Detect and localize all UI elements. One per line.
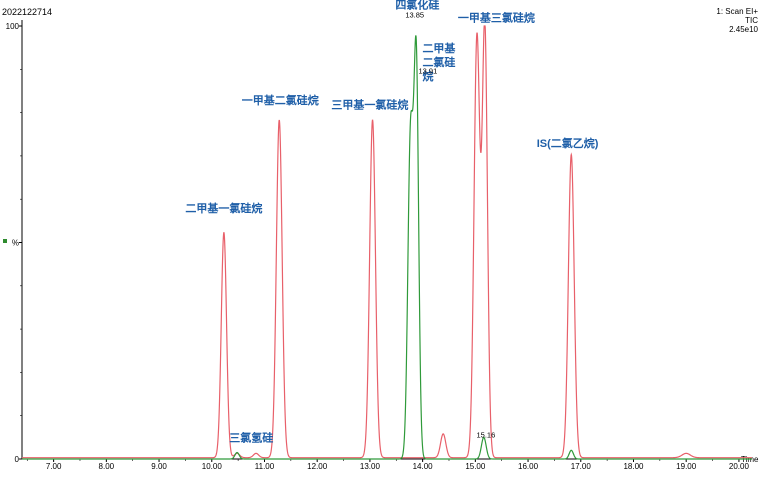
retention-time-label: 15.16	[476, 430, 495, 439]
x-tick-label: 9.00	[151, 462, 167, 471]
peak-label: 四氯化硅	[395, 0, 439, 12]
x-tick-label: 19.00	[676, 462, 697, 471]
x-tick-label: 8.00	[99, 462, 115, 471]
x-tick-label: 17.00	[571, 462, 592, 471]
legend-marker	[3, 239, 7, 243]
peak-label-stacked-line: 烷	[422, 69, 433, 83]
traces	[22, 25, 752, 460]
x-tick-label: 7.00	[46, 462, 62, 471]
series-line-2	[22, 35, 752, 460]
x-tick-label: 13.00	[360, 462, 381, 471]
scan-mode: 1: Scan EI+	[716, 7, 758, 16]
y-tick-label: 100	[6, 22, 20, 31]
x-tick-label: 12.00	[307, 462, 328, 471]
peak-label: 三甲基一氯硅烷	[331, 97, 408, 111]
x-tick-label: 15.00	[465, 462, 486, 471]
x-tick-label: 11.00	[255, 462, 275, 471]
intensity-value: 2.45e10	[729, 25, 758, 34]
y-tick-label: 0	[15, 455, 20, 464]
trace-type: TIC	[745, 16, 758, 25]
x-tick-label: 20.00	[729, 462, 750, 471]
x-tick-label: 14.00	[413, 462, 434, 471]
peak-label-stacked-line: 二甲基	[422, 41, 456, 55]
retention-time-label: 13.91	[419, 67, 438, 76]
axis-ticks: 7.00 8.00 9.00 10.00 11.00 12.00 13.00 14.00 15.…	[6, 22, 750, 471]
peak-label-stacked-line: 二氯硅	[422, 55, 455, 69]
plot-area: Time	[3, 20, 759, 464]
retention-time-label: 13.85	[405, 10, 424, 19]
x-tick-label: 10.00	[202, 462, 223, 471]
peak-label: IS(二氯乙烷)	[537, 136, 599, 150]
sample-id: 2022122714	[2, 7, 52, 17]
peak-label: 三氯氢硅	[229, 431, 273, 445]
peak-label: 二甲基一氯硅烷	[185, 201, 262, 215]
peak-label: 一甲基二氯硅烷	[242, 93, 319, 107]
x-tick-label: 18.00	[623, 462, 644, 471]
peak-label: 一甲基三氯硅烷	[458, 11, 535, 25]
y-tick-label: %	[12, 239, 19, 248]
x-tick-label: 16.00	[518, 462, 539, 471]
series-line-1	[22, 25, 752, 459]
